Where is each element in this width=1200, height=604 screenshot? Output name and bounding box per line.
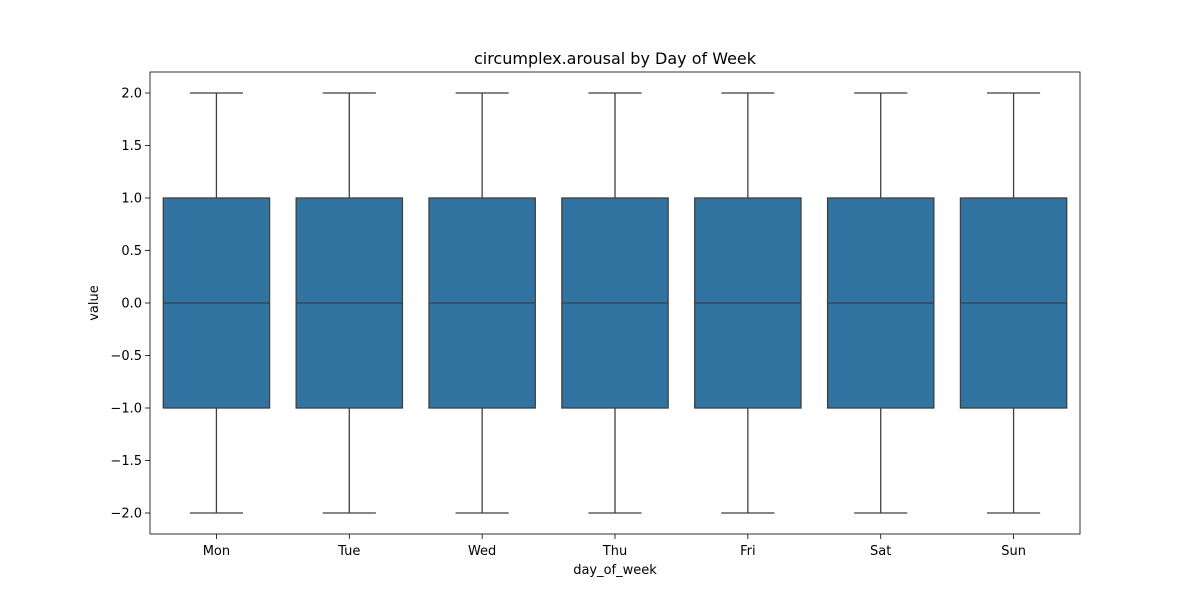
x-tick-label: Sun (1001, 544, 1026, 559)
y-tick-label: 0.5 (121, 244, 142, 259)
box-group-sat (826, 92, 935, 514)
y-tick-label: −0.5 (110, 349, 142, 364)
box-group-mon (162, 92, 271, 514)
y-axis-label: value (87, 285, 102, 321)
y-tick-label: 0.0 (121, 297, 142, 312)
box-group-fri (694, 92, 802, 514)
x-tick-label: Tue (337, 544, 360, 559)
x-tick-label: Fri (740, 544, 756, 559)
boxes-layer (162, 92, 1068, 514)
x-tick-label: Mon (203, 544, 230, 559)
chart-title: circumplex.arousal by Day of Week (474, 49, 757, 68)
x-tick-label: Thu (602, 544, 627, 559)
y-tick-label: −1.5 (110, 454, 142, 469)
x-axis-label: day_of_week (573, 563, 657, 578)
y-tick-label: −1.0 (110, 402, 142, 417)
box-group-tue (295, 92, 404, 514)
y-axis: 2.0 1.5 1.0 0.5 0.0 −0.5 −1.0 −1.5 −2.0 (110, 87, 150, 522)
y-tick-label: 1.5 (121, 139, 142, 154)
y-tick-label: 1.0 (121, 192, 142, 207)
box-group-thu (561, 92, 669, 514)
box-group-sun (959, 92, 1068, 514)
y-tick-label: −2.0 (110, 507, 142, 522)
box-group-wed (428, 92, 536, 514)
y-tick-label: 2.0 (121, 87, 142, 102)
x-tick-label: Wed (468, 544, 496, 559)
x-axis: Mon Tue Wed Thu Fri Sat Sun (203, 534, 1026, 559)
x-tick-label: Sat (870, 544, 891, 559)
